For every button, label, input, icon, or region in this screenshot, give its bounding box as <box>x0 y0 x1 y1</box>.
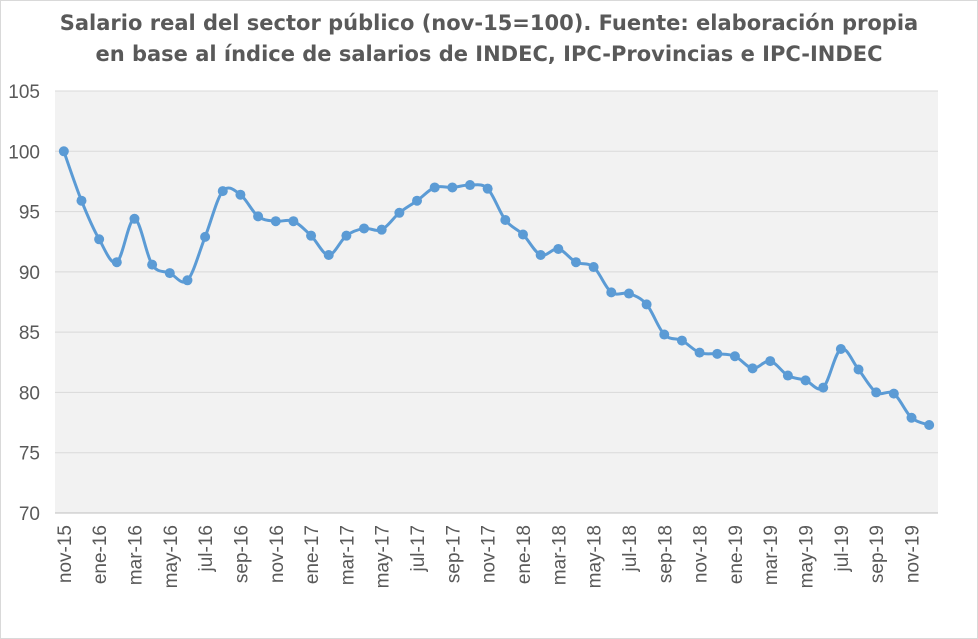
data-point <box>376 224 387 235</box>
data-point <box>835 344 846 355</box>
x-tick-label: may-16 <box>161 525 182 588</box>
x-tick-label: ene-16 <box>90 525 111 584</box>
data-point <box>323 249 334 260</box>
data-point <box>200 231 211 242</box>
data-point <box>535 249 546 260</box>
data-point <box>270 216 281 227</box>
x-tick-label: nov-19 <box>903 525 924 583</box>
data-point <box>253 211 264 222</box>
data-point <box>606 287 617 298</box>
x-tick-label: sep-17 <box>443 525 464 583</box>
data-point <box>164 268 175 279</box>
y-tick-label: 95 <box>19 203 40 224</box>
x-tick-label: mar-18 <box>549 525 570 585</box>
data-point <box>570 257 581 268</box>
data-point <box>341 230 352 241</box>
x-tick-label: mar-16 <box>125 525 146 585</box>
x-tick-label: jul-19 <box>832 525 853 572</box>
x-tick-label: ene-17 <box>302 525 323 584</box>
x-tick-label: may-19 <box>797 525 818 588</box>
data-point <box>800 375 811 386</box>
gridlines <box>55 90 938 514</box>
data-point <box>694 347 705 358</box>
data-point <box>147 259 158 270</box>
data-point <box>129 213 140 224</box>
y-tick-label: 80 <box>19 383 40 404</box>
data-point <box>182 275 193 286</box>
x-tick-label: may-17 <box>373 525 394 588</box>
x-tick-label: mar-17 <box>337 525 358 585</box>
data-point <box>235 189 246 200</box>
y-tick-label: 75 <box>19 444 40 465</box>
data-point <box>641 299 652 310</box>
x-tick-label: nov-17 <box>479 525 500 583</box>
x-tick-label: nov-16 <box>267 525 288 583</box>
data-point <box>853 364 864 375</box>
data-point <box>94 234 105 245</box>
x-tick-label: jul-16 <box>196 525 217 572</box>
x-tick-label: nov-15 <box>55 525 76 583</box>
data-point <box>676 335 687 346</box>
chart-title: Salario real del sector público (nov-15=… <box>0 8 978 70</box>
x-tick-label: ene-19 <box>726 525 747 584</box>
data-point <box>447 182 458 193</box>
data-point <box>58 146 69 157</box>
chart-title-line-2: en base al índice de salarios de INDEC, … <box>95 42 883 66</box>
data-point <box>765 356 776 367</box>
data-points <box>58 146 935 430</box>
data-point <box>394 207 405 218</box>
data-point <box>818 382 829 393</box>
data-point <box>747 363 758 374</box>
data-point <box>782 370 793 381</box>
data-point <box>588 262 599 273</box>
data-point <box>76 195 87 206</box>
x-tick-label: sep-19 <box>867 525 888 583</box>
data-point <box>623 288 634 299</box>
x-tick-label: ene-18 <box>514 525 535 584</box>
y-tick-label: 90 <box>19 263 40 284</box>
data-point <box>712 348 723 359</box>
data-point <box>482 183 493 194</box>
y-tick-label: 70 <box>19 504 40 525</box>
data-point <box>306 230 317 241</box>
x-tick-label: mar-19 <box>761 525 782 585</box>
data-point <box>871 387 882 398</box>
x-tick-label: jul-17 <box>408 525 429 572</box>
data-point <box>217 186 228 197</box>
data-point <box>111 257 122 268</box>
data-point <box>729 351 740 362</box>
x-tick-label: jul-18 <box>620 525 641 572</box>
x-tick-label: sep-18 <box>655 525 676 583</box>
data-point <box>553 243 564 254</box>
data-point <box>288 216 299 227</box>
data-point <box>465 180 476 191</box>
data-point <box>924 419 935 430</box>
x-axis: nov-15 ene-16 mar-16 may-16 jul-16 sep-16 nov-… <box>55 525 924 588</box>
data-point <box>359 223 370 234</box>
x-tick-label: sep-16 <box>231 525 252 583</box>
plot-area <box>55 91 938 513</box>
chart-title-line-1: Salario real del sector público (nov-15=… <box>59 11 919 35</box>
data-point <box>429 182 440 193</box>
y-tick-label: 85 <box>19 323 40 344</box>
data-point <box>888 388 899 399</box>
y-tick-label: 100 <box>8 142 40 163</box>
y-tick-label: 105 <box>8 82 40 103</box>
data-point <box>659 329 670 340</box>
data-point <box>412 195 423 206</box>
x-tick-label: nov-18 <box>691 525 712 583</box>
data-point <box>906 412 917 423</box>
data-point <box>500 215 511 226</box>
y-axis: 70 75 80 85 90 95 100 105 <box>8 82 40 525</box>
data-point <box>517 229 528 240</box>
x-tick-label: may-18 <box>585 525 606 588</box>
